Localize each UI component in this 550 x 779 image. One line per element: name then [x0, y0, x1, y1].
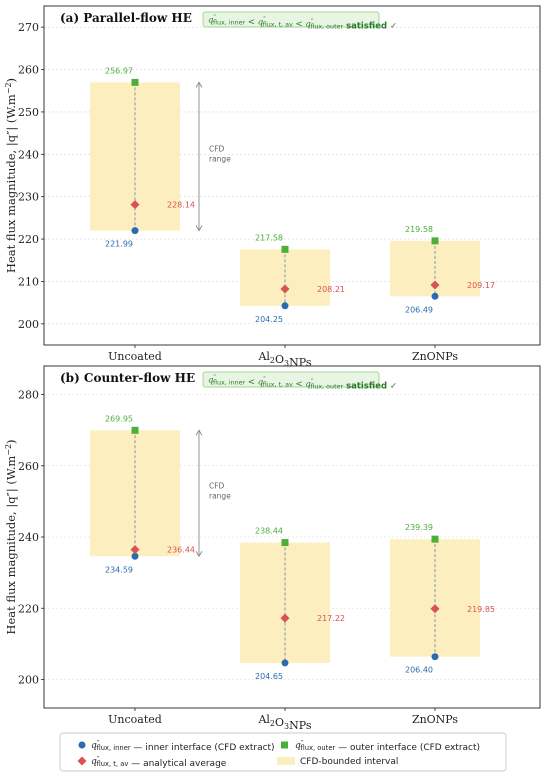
legend-inner-marker [78, 741, 86, 749]
outer-value-label: 256.97 [105, 66, 133, 75]
y-axis-label: Heat flux magnitude, |q″| (W.m−2) [4, 439, 19, 634]
average-marker [130, 200, 140, 210]
y-tick-label: 260 [18, 460, 39, 473]
x-tick-label: ZnONPs [412, 713, 458, 726]
legend: q″ flux, inner — inner interface (CFD ext… [59, 732, 507, 772]
cfd-interval [240, 249, 330, 306]
inner-marker [131, 552, 139, 560]
y-tick-label: 240 [18, 148, 39, 161]
cfd-range-label: range [209, 155, 231, 164]
inner-marker [281, 659, 289, 667]
inequality-text: q″ flux, inner < q″ flux, t, av < q″ flux, … [208, 374, 397, 392]
panel-title: (a) Parallel-flow HE [60, 11, 192, 25]
outer-marker [281, 539, 289, 547]
inequality-badge: q″ flux, inner < q″ flux, t, av < q″ flux, … [202, 371, 397, 392]
cfd-range-label: range [209, 491, 231, 500]
outer-value-label: 269.95 [105, 414, 133, 423]
inner-value-label: 206.49 [405, 305, 433, 314]
legend-outer-marker [281, 741, 288, 749]
legend-average-text: q″ flux, t, av — analytical average [91, 754, 227, 769]
x-tick-label: Uncoated [108, 350, 162, 363]
inner-value-label: 234.59 [105, 565, 133, 574]
average-marker [280, 613, 290, 623]
inner-value-label: 221.99 [105, 240, 133, 249]
inner-marker [281, 302, 289, 310]
inner-value-label: 204.25 [255, 315, 283, 324]
average-value-label: 219.85 [467, 605, 495, 614]
arrow-head-up [195, 429, 203, 436]
y-tick-label: 230 [18, 191, 39, 204]
inequality-text: q″ flux, inner < q″ flux, t, av < q″ flux, … [208, 14, 397, 32]
outer-marker [131, 78, 139, 86]
outer-marker [431, 535, 439, 543]
inner-marker [431, 653, 439, 661]
inner-value-label: 204.65 [255, 672, 283, 681]
y-tick-label: 220 [18, 602, 39, 615]
average-value-label: 209.17 [467, 281, 495, 290]
outer-marker [431, 237, 439, 245]
y-tick-label: 250 [18, 106, 39, 119]
average-value-label: 228.14 [167, 201, 195, 210]
y-tick-label: 200 [18, 674, 39, 687]
outer-value-label: 239.39 [405, 523, 433, 532]
y-tick-label: 210 [18, 275, 39, 288]
outer-marker [131, 426, 139, 434]
outer-value-label: 219.58 [405, 225, 433, 234]
outer-value-label: 217.58 [255, 233, 283, 242]
cfd-range-label: CFD [209, 481, 225, 490]
average-value-label: 208.21 [317, 285, 345, 294]
x-tick-label: Uncoated [108, 713, 162, 726]
y-axis-label: Heat flux magnitude, |q″| (W.m−2) [4, 78, 19, 273]
legend-interval-text: CFD-bounded interval [300, 757, 398, 767]
outer-value-label: 238.44 [255, 527, 283, 536]
inequality-badge-box [202, 371, 380, 388]
y-tick-label: 220 [18, 233, 39, 246]
x-tick-label: ZnONPs [412, 350, 458, 363]
arrow-head-down [195, 225, 203, 232]
arrow-head-down [195, 551, 203, 558]
panel-b: 200 220 240 260 280 Uncoated Al2O3NPs ZnONPs Hea… [4, 365, 541, 732]
average-value-label: 236.44 [167, 546, 195, 555]
legend-interval-swatch [277, 757, 295, 765]
axes-frame [43, 5, 541, 346]
y-tick-label: 270 [18, 21, 39, 34]
inner-marker [431, 292, 439, 300]
average-value-label: 217.22 [317, 614, 345, 623]
inner-marker [131, 227, 139, 235]
y-tick-label: 200 [18, 318, 39, 331]
outer-marker [281, 245, 289, 253]
inequality-badge-box [202, 11, 380, 28]
inequality-badge: q″ flux, inner < q″ flux, t, av < q″ flux, … [202, 11, 397, 32]
inner-value-label: 206.40 [405, 666, 433, 675]
legend-average-marker [77, 756, 87, 766]
panel-title: (b) Counter-flow HE [60, 371, 195, 385]
legend-outer-text: q″ flux, outer — outer interface (CFD ext… [295, 738, 480, 753]
average-marker [280, 284, 290, 294]
y-tick-label: 240 [18, 531, 39, 544]
legend-inner-text: q″ flux, inner — inner interface (CFD ext… [91, 738, 275, 753]
average-marker [130, 545, 140, 555]
y-tick-label: 260 [18, 64, 39, 77]
y-tick-label: 280 [18, 389, 39, 402]
legend-box [59, 732, 507, 772]
x-tick-label: Al2O3NPs [257, 713, 311, 732]
arrow-head-up [195, 81, 203, 88]
average-marker [430, 280, 440, 290]
average-marker [430, 604, 440, 614]
cfd-range-label: CFD [209, 145, 225, 154]
